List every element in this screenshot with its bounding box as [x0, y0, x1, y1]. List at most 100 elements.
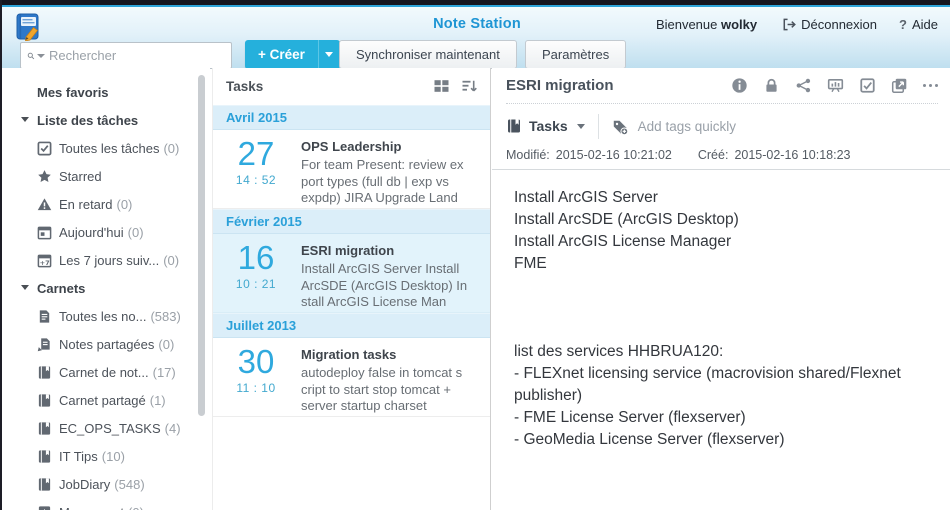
notebook-selector-label: Tasks	[529, 118, 568, 134]
collapse-triangle-icon[interactable]	[21, 117, 29, 122]
sidebar-item-count: (0)	[127, 224, 144, 240]
sidebar-item-count: (0)	[163, 140, 180, 156]
sidebar-item-notebook[interactable]: EC_OPS_TASKS (4)	[4, 414, 210, 442]
add-tag-icon[interactable]	[612, 118, 629, 135]
sidebar-header-task-list[interactable]: Liste des tâches	[4, 106, 210, 134]
sidebar-header-favorites[interactable]: Mes favoris	[4, 78, 210, 106]
task-title: Migration tasks	[301, 347, 397, 362]
note-toolbar: Tasks Add tags quickly	[492, 104, 950, 148]
date-group-header: Février 2015	[213, 209, 490, 234]
note-meta-row: Modifié: 2015-02-16 10:21:02 Créé: 2015-…	[492, 148, 950, 170]
note-detail-panel: ESRI migration Tasks Add tags quickly Mo…	[492, 68, 950, 510]
sidebar-item-count: (10)	[101, 448, 125, 464]
notebook-icon	[508, 119, 520, 133]
sidebar-item-label: Toutes les no...	[59, 308, 147, 324]
welcome-text: Bienvenue wolky	[655, 17, 758, 32]
shared-note-icon	[37, 337, 52, 352]
note-title: ESRI migration	[506, 77, 614, 94]
search-input[interactable]	[49, 48, 225, 63]
sidebar-item-shared-notes[interactable]: Notes partagées (0)	[4, 330, 210, 358]
sort-icon[interactable]	[461, 78, 480, 95]
logout-link[interactable]: Déconnexion	[781, 17, 877, 32]
sidebar-item-label: Toutes les tâches	[59, 140, 160, 156]
create-dropdown-button[interactable]	[317, 40, 340, 69]
task-date: 27 14 : 52	[213, 130, 299, 208]
notebook-selector[interactable]: Tasks	[506, 118, 585, 134]
svg-text:+7: +7	[40, 259, 50, 267]
created-label: Créé:	[697, 148, 729, 162]
sidebar-item-count: (0)	[128, 505, 144, 510]
logout-label: Déconnexion	[801, 17, 878, 32]
app-header: Note Station Bienvenue wolky Déconnexion…	[2, 5, 950, 69]
create-button[interactable]: + Créer	[245, 40, 340, 69]
todo-icon[interactable]	[859, 77, 876, 94]
task-day: 16	[237, 239, 275, 276]
task-list-item[interactable]: 30 11 : 10 Migration tasks autodeploy fa…	[213, 338, 490, 417]
note-title-row: ESRI migration	[506, 68, 938, 104]
username: wolky	[721, 17, 758, 32]
check-square-icon	[37, 141, 52, 156]
task-list-item-selected[interactable]: 16 10 : 21 ESRI migration Install ArcGIS…	[213, 234, 490, 313]
task-date: 30 11 : 10	[213, 338, 299, 416]
share-icon[interactable]	[795, 77, 812, 94]
more-icon[interactable]	[922, 83, 938, 88]
toolbar-divider	[597, 113, 599, 139]
task-list-header-label: Liste des tâches	[37, 112, 139, 128]
date-group-header: Avril 2015	[213, 105, 490, 130]
sidebar: Mes favoris Liste des tâches Toutes les …	[4, 68, 210, 510]
notebook-icon	[37, 393, 52, 408]
help-link[interactable]: ? Aide	[899, 17, 938, 32]
lock-icon[interactable]	[763, 77, 780, 94]
sync-now-button[interactable]: Synchroniser maintenant	[339, 40, 517, 69]
collapse-triangle-icon[interactable]	[21, 285, 29, 290]
sidebar-item-notebook[interactable]: JobDiary (548)	[4, 470, 210, 498]
sidebar-item-label: Notes partagées	[59, 336, 155, 352]
notebook-star-icon	[37, 505, 52, 510]
tasks-list-panel: Tasks Avril 2015 27 14 : 52 OPS Leadersh…	[212, 68, 491, 510]
create-button-label: + Créer	[258, 47, 305, 62]
sidebar-item-my-notebook[interactable]: Mon carnet (0)	[4, 498, 210, 510]
sidebar-item-label: IT Tips	[59, 448, 98, 464]
sidebar-item-label: Carnet de not...	[59, 364, 149, 380]
task-preview: autodeploy false in tomcat s cript to st…	[301, 365, 463, 413]
presentation-icon[interactable]	[827, 77, 844, 94]
grid-view-icon[interactable]	[433, 78, 452, 95]
settings-button[interactable]: Paramètres	[525, 40, 627, 69]
sidebar-item-notebook[interactable]: IT Tips (10)	[4, 442, 210, 470]
sidebar-header-notebooks[interactable]: Carnets	[4, 274, 210, 302]
help-label: Aide	[911, 17, 938, 32]
tags-input[interactable]: Add tags quickly	[637, 118, 736, 134]
browser-top-strip	[2, 0, 950, 5]
task-list-item[interactable]: 27 14 : 52 OPS Leadership For team Prese…	[213, 130, 490, 209]
sidebar-item-label: Starred	[59, 168, 102, 184]
sidebar-item-notebook[interactable]: Carnet partagé (1)	[4, 386, 210, 414]
chevron-down-icon	[576, 123, 585, 129]
sidebar-item-notebook[interactable]: Carnet de not... (17)	[4, 358, 210, 386]
sidebar-item-count: (0)	[116, 196, 133, 212]
sidebar-item-overdue[interactable]: En retard (0)	[4, 190, 210, 218]
task-summary: Migration tasks autodeploy false in tomc…	[299, 338, 490, 416]
favorites-header-label: Mes favoris	[37, 84, 109, 100]
sidebar-item-today[interactable]: Aujourd'hui (0)	[4, 218, 210, 246]
sidebar-item-all-tasks[interactable]: Toutes les tâches (0)	[4, 134, 210, 162]
export-icon[interactable]	[891, 77, 908, 94]
sidebar-item-label: EC_OPS_TASKS	[59, 420, 161, 436]
sidebar-item-count: (17)	[152, 364, 176, 380]
task-time: 10 : 21	[235, 277, 277, 291]
task-title: ESRI migration	[301, 243, 395, 258]
notebook-icon	[37, 421, 52, 436]
note-content[interactable]: Install ArcGIS Server Install ArcSDE (Ar…	[514, 189, 901, 448]
sidebar-item-all-notes[interactable]: Toutes les no... (583)	[4, 302, 210, 330]
app-title: Note Station	[433, 16, 521, 32]
task-summary: ESRI migration Install ArcGIS Server Ins…	[299, 234, 490, 312]
chevron-down-icon	[325, 52, 334, 57]
sidebar-item-starred[interactable]: Starred	[4, 162, 210, 190]
sidebar-item-count: (583)	[150, 308, 181, 324]
created-value: 2015-02-16 10:18:23	[734, 148, 851, 162]
search-box[interactable]	[20, 42, 232, 69]
sidebar-item-next-7-days[interactable]: +7 Les 7 jours suiv... (0)	[4, 246, 210, 274]
search-scope-caret-icon[interactable]	[37, 53, 45, 58]
sidebar-scrollbar[interactable]	[198, 75, 205, 416]
info-icon[interactable]	[731, 77, 748, 94]
